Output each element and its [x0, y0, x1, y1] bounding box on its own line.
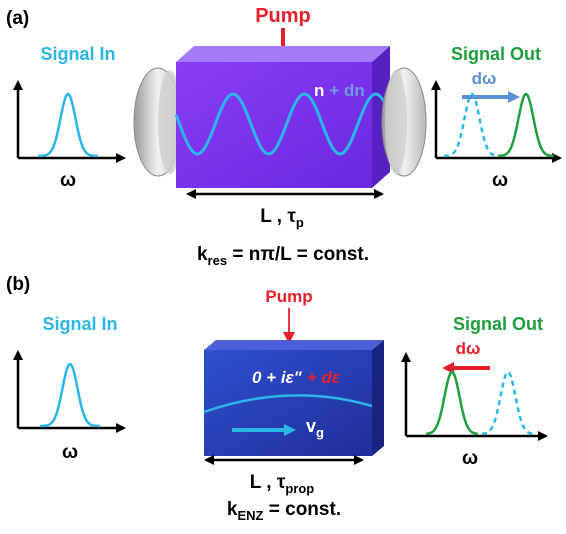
panel-a-out-axis-label: ω: [492, 170, 508, 191]
panel-a-index-label: n + dn: [314, 81, 365, 100]
panel-a-length-label: L , τp: [260, 206, 304, 230]
panel-b-signal-out-label: Signal Out: [453, 314, 543, 334]
panel-a-length-sub: p: [296, 215, 304, 230]
panel-b-vg-sub: g: [316, 425, 324, 440]
panel-a-right-mirror: [381, 67, 427, 177]
panel-a-cond-k: k: [197, 244, 208, 265]
panel-a-length-main: L , τ: [260, 206, 296, 227]
panel-a-index-n: n: [314, 81, 324, 100]
panel-b-length-label: L , τprop: [250, 472, 315, 496]
panel-b-eps-change: + dε: [307, 368, 341, 387]
panel-b-out-axis-label: ω: [462, 448, 478, 469]
panel-b-label: (b): [6, 274, 30, 295]
panel-a-label: (a): [6, 8, 29, 29]
panel-b-cond-rest: = const.: [263, 499, 341, 520]
panel-a-output-plot: ω: [431, 80, 562, 191]
panel-a-input-plot: ω: [13, 80, 126, 191]
panel-b-shift-label: dω: [456, 339, 481, 358]
panel-a-in-axis-label: ω: [60, 170, 76, 191]
panel-b-cond-k: k: [227, 499, 238, 520]
panel-b-permittivity-label: 0 + iε" + dε: [252, 368, 341, 387]
panel-a-shifted-pulse: [498, 92, 554, 158]
panel-a-input-pulse: [38, 92, 98, 158]
panel-b-input-pulse: [40, 362, 100, 428]
panel-b: (b) Pump Signal In ω 0 + iε" + dε vg L , …: [6, 274, 548, 523]
panel-a-cond-sub: res: [208, 253, 228, 268]
panel-a: (a) Pump Signal In ω n + dn: [6, 5, 562, 268]
panel-b-signal-in-label: Signal In: [42, 314, 117, 334]
panel-a-standing-wave: [174, 92, 392, 156]
panel-a-left-mirror: [133, 67, 183, 177]
panel-a-condition: kres = nπ/L = const.: [197, 244, 369, 268]
panel-b-output-plot: ω: [401, 352, 548, 469]
panel-a-cond-rest: = nπ/L = const.: [227, 244, 369, 265]
panel-a-cavity: [176, 46, 390, 188]
panel-b-shifted-pulse: [426, 370, 478, 436]
panel-b-cond-sub: ENZ: [237, 508, 263, 523]
panel-a-index-dn: + dn: [329, 81, 364, 100]
panel-b-vg-label: vg: [306, 416, 324, 440]
panel-b-length-main: L , τ: [250, 472, 286, 493]
panel-b-eps-main: 0 + iε": [252, 368, 303, 387]
panel-b-enz-slab: [204, 340, 384, 456]
panel-b-condition: kENZ = const.: [227, 499, 341, 523]
panel-a-original-pulse: [444, 92, 500, 158]
panel-a-shift-label: dω: [472, 69, 497, 88]
panel-b-propagating-beam: [203, 394, 373, 414]
panel-b-original-pulse: [482, 370, 534, 436]
panel-b-vg-main: v: [306, 416, 316, 436]
panel-b-in-axis-label: ω: [62, 442, 78, 463]
panel-a-signal-in-label: Signal In: [40, 44, 115, 64]
panel-b-pump-label: Pump: [265, 287, 312, 306]
panel-b-input-plot: ω: [13, 350, 126, 463]
panel-b-length-sub: prop: [285, 481, 314, 496]
panel-a-pump-label: Pump: [255, 5, 311, 27]
panel-a-signal-out-label: Signal Out: [451, 44, 541, 64]
